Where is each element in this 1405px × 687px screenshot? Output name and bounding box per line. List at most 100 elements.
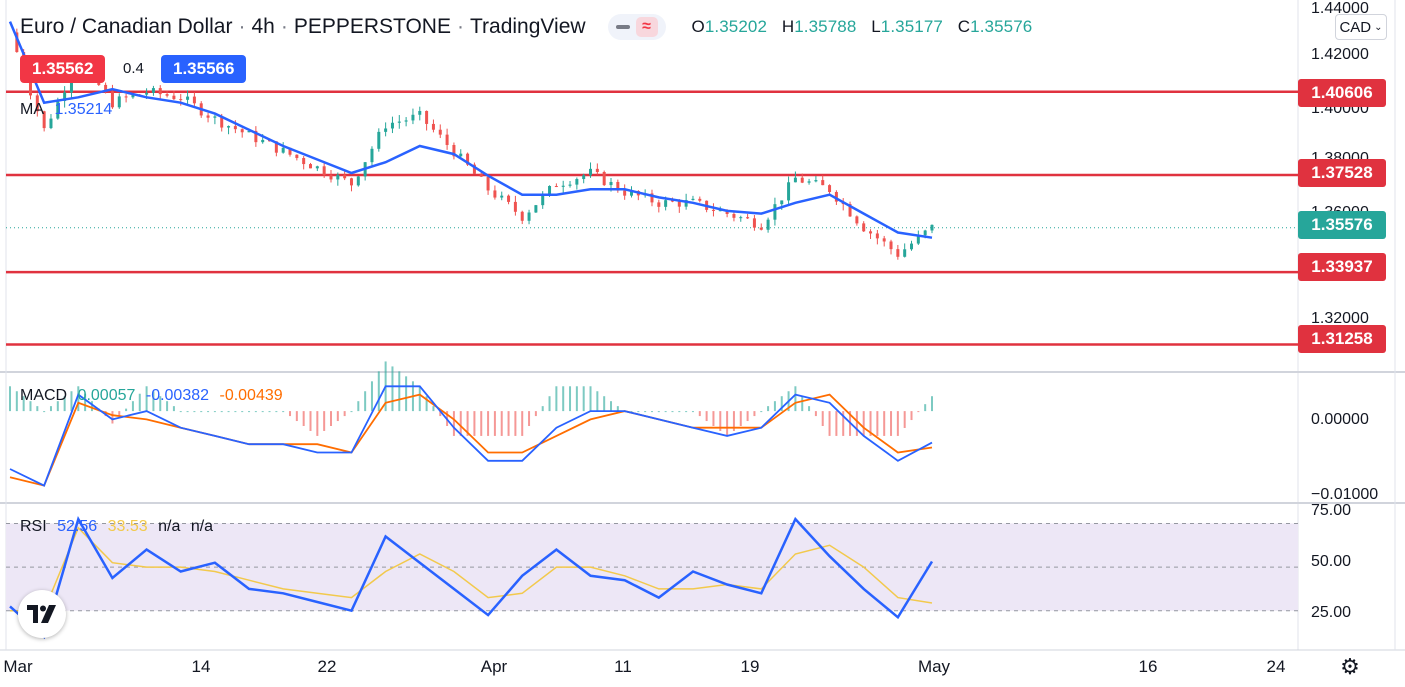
ma-legend[interactable]: MA 1.35214 — [20, 101, 118, 119]
approx-wave-icon[interactable]: ≈ — [635, 17, 658, 37]
macd-histogram-bar — [869, 411, 872, 436]
level-tag[interactable]: 1.37528 — [1298, 159, 1386, 187]
candle-body — [595, 168, 599, 172]
candle-body — [787, 182, 791, 201]
macd-histogram-bar — [924, 404, 927, 412]
macd-histogram-bar — [890, 411, 893, 436]
candle-body — [766, 219, 770, 230]
close-value: 1.35576 — [970, 17, 1033, 36]
candle-body — [670, 200, 674, 202]
macd-histogram-bar — [152, 391, 155, 412]
date-tick: Mar — [3, 657, 33, 676]
candle-body — [903, 249, 907, 257]
macd-legend[interactable]: MACD 0.00057 -0.00382 -0.00439 — [20, 387, 289, 405]
candle-body — [411, 114, 415, 121]
minus-icon[interactable] — [615, 25, 630, 29]
candle-body — [609, 181, 613, 186]
macd-histogram-bar — [200, 411, 203, 413]
macd-histogram-bar — [220, 411, 223, 413]
level-tag[interactable]: 1.31258 — [1298, 325, 1386, 353]
macd-histogram-bar — [391, 366, 394, 412]
macd-histogram-bar — [671, 411, 674, 413]
macd-histogram-bar — [43, 411, 46, 413]
macd-histogram-bar — [275, 411, 278, 413]
candle-body — [623, 190, 627, 196]
candle-body — [862, 223, 866, 232]
candle-body — [124, 96, 128, 98]
level-tag[interactable]: 1.40606 — [1298, 79, 1386, 107]
candle-body — [295, 154, 299, 159]
macd-histogram-bar — [808, 406, 811, 412]
candle-body — [165, 94, 169, 96]
macd-histogram-bar — [917, 411, 920, 413]
macd-histogram-bar — [473, 411, 476, 436]
macd-histogram-bar — [487, 411, 490, 436]
high-value: 1.35788 — [794, 17, 857, 36]
macd-histogram-bar — [70, 391, 73, 412]
macd-histogram-bar — [664, 411, 667, 413]
rsi-legend[interactable]: RSI 52.56 33.53 n/a n/a — [20, 518, 219, 536]
separator: · — [280, 15, 288, 38]
date-tick: 11 — [614, 657, 632, 676]
macd-histogram-bar — [514, 411, 517, 436]
candle-body — [131, 94, 135, 98]
candle-body — [254, 130, 258, 143]
macd-histogram-bar — [678, 411, 681, 413]
candle-body — [479, 173, 483, 177]
currency-selector[interactable]: CAD ⌄ — [1335, 14, 1387, 40]
candle-body — [343, 174, 347, 179]
macd-histogram-bar — [493, 411, 496, 436]
tradingview-logo-mark — [27, 605, 56, 623]
close-label: C — [957, 17, 971, 36]
candle-body — [145, 92, 149, 95]
currency-label: CAD — [1339, 18, 1372, 36]
macd-histogram-bar — [650, 411, 653, 413]
macd-histogram-bar — [691, 411, 694, 413]
macd-histogram-bar — [534, 411, 537, 417]
buy-button[interactable]: 1.35566 — [161, 55, 247, 83]
macd-histogram-bar — [610, 401, 613, 412]
candle-body — [486, 176, 490, 191]
indicator-toggle-pill[interactable]: ≈ — [607, 14, 666, 40]
date-tick: May — [917, 657, 951, 676]
macd-histogram-bar — [644, 411, 647, 413]
macd-histogram-bar — [289, 411, 292, 417]
sell-button[interactable]: 1.35562 — [20, 55, 106, 83]
macd-histogram-bar — [466, 411, 469, 436]
candle-body — [356, 176, 360, 186]
candle-body — [739, 217, 743, 219]
macd-histogram-bar — [931, 396, 933, 412]
date-tick: 22 — [317, 657, 337, 676]
candle-body — [527, 212, 531, 221]
level-tag[interactable]: 1.33937 — [1298, 253, 1386, 281]
candle-body — [834, 192, 838, 202]
rsi-na-1: n/a — [158, 518, 181, 535]
macd-hist-value: 0.00057 — [77, 387, 136, 404]
candle-body — [288, 147, 292, 155]
macd-histogram-bar — [896, 411, 899, 436]
symbol-name[interactable]: Euro / Canadian Dollar — [20, 15, 233, 38]
candle-body — [397, 121, 401, 123]
tradingview-logo-icon[interactable] — [18, 590, 66, 638]
macd-histogram-bar — [480, 411, 483, 436]
candle-body — [800, 177, 804, 183]
macd-histogram-bar — [828, 411, 831, 436]
candle-body — [513, 201, 517, 212]
candle-body — [384, 128, 388, 132]
candle-body — [507, 195, 511, 202]
macd-histogram-bar — [767, 406, 770, 412]
candle-body — [657, 202, 661, 207]
candle-body — [192, 96, 196, 104]
price-tick: 1.42000 — [1311, 46, 1369, 63]
settings-gear-icon[interactable]: ⚙ — [1340, 654, 1360, 679]
candle-body — [404, 120, 408, 122]
candle-body — [377, 131, 381, 149]
candle-body — [445, 134, 449, 145]
candle-body — [923, 230, 927, 236]
interval-label[interactable]: 4h — [251, 15, 275, 38]
candle-body — [104, 84, 108, 92]
macd-histogram-bar — [213, 411, 216, 413]
candle-body — [575, 179, 579, 185]
macd-histogram-bar — [282, 411, 285, 413]
rsi-tick: 25.00 — [1311, 604, 1352, 621]
